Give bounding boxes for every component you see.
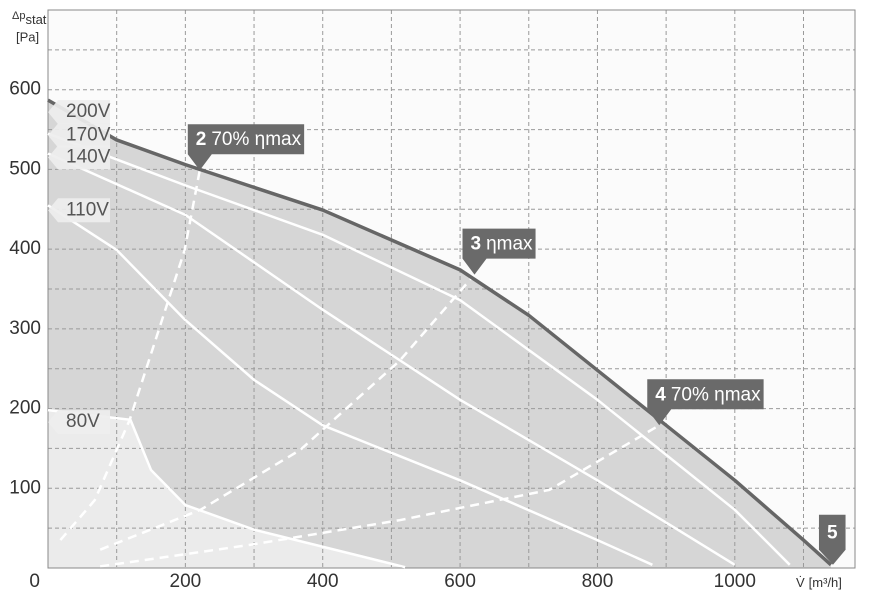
speed-curve bbox=[47, 132, 791, 566]
x-tick-label: 400 bbox=[307, 571, 339, 592]
y-tick-label: 500 bbox=[9, 158, 41, 179]
efficiency-line bbox=[99, 273, 476, 551]
x-tick-label: 800 bbox=[582, 571, 614, 592]
voltage-tag bbox=[48, 410, 110, 435]
plot bbox=[47, 9, 856, 569]
callout-text: 70% ηmax bbox=[211, 129, 301, 150]
plot-frame bbox=[47, 9, 856, 569]
legend-label: 170V bbox=[66, 125, 111, 146]
y-label-symbol: Δp bbox=[12, 10, 25, 22]
operating-area bbox=[48, 410, 406, 568]
callout-text: 70% ηmax bbox=[671, 384, 761, 405]
y-label-subscript: stat bbox=[25, 12, 46, 27]
y-tick-label: 200 bbox=[9, 398, 41, 419]
speed-curve bbox=[47, 408, 406, 569]
callout-box bbox=[462, 228, 536, 275]
y-tick-label: 400 bbox=[9, 238, 41, 259]
legend-label: 110V bbox=[66, 199, 109, 220]
legend-label: 200V bbox=[66, 101, 111, 122]
voltage-tag bbox=[48, 145, 110, 170]
callout-box bbox=[647, 379, 764, 426]
speed-curve bbox=[47, 204, 653, 566]
callout-number: 2 bbox=[196, 129, 207, 150]
x-axis-label: V̇ [m³/h] bbox=[796, 575, 842, 590]
x-label-symbol: V̇ bbox=[796, 575, 805, 590]
voltage-tag bbox=[48, 100, 110, 125]
callout: 5 bbox=[818, 514, 846, 565]
callout-text: ηmax bbox=[486, 234, 533, 255]
y-axis-unit: [Pa] bbox=[16, 29, 39, 44]
y-tick-label: 0 bbox=[29, 571, 40, 592]
operating-area bbox=[48, 100, 831, 568]
legend-label: 80V bbox=[66, 411, 100, 432]
callout: 3 ηmax bbox=[462, 228, 536, 275]
callout-box bbox=[187, 124, 305, 171]
callout: 4 70% ηmax bbox=[647, 379, 764, 426]
x-tick-label: 1000 bbox=[714, 571, 756, 592]
callout-label: 2 70% ηmax bbox=[196, 129, 302, 150]
callout-label: 4 70% ηmax bbox=[655, 384, 761, 405]
voltage-tag bbox=[48, 123, 110, 148]
legend-label: 140V bbox=[66, 147, 111, 168]
x-label-unit: [m³/h] bbox=[809, 575, 842, 590]
x-tick-label: 200 bbox=[170, 571, 202, 592]
y-tick-label: 600 bbox=[9, 79, 41, 100]
y-tick-label: 300 bbox=[9, 318, 41, 339]
callout-label: 5 bbox=[827, 522, 838, 543]
callout-number: 4 bbox=[655, 384, 666, 405]
callout-box bbox=[818, 514, 846, 565]
y-tick-label: 100 bbox=[9, 477, 41, 498]
callout-label: 3 ηmax bbox=[471, 234, 534, 255]
speed-curve bbox=[47, 152, 736, 566]
x-tick-label: 600 bbox=[444, 571, 476, 592]
callout: 2 70% ηmax bbox=[187, 124, 305, 171]
y-axis-label: Δpstat bbox=[12, 10, 47, 28]
efficiency-line bbox=[100, 424, 660, 568]
voltage-tag bbox=[48, 198, 110, 223]
callout-number: 5 bbox=[827, 522, 838, 543]
speed-curve bbox=[47, 98, 833, 567]
callout-number: 3 bbox=[471, 234, 482, 255]
